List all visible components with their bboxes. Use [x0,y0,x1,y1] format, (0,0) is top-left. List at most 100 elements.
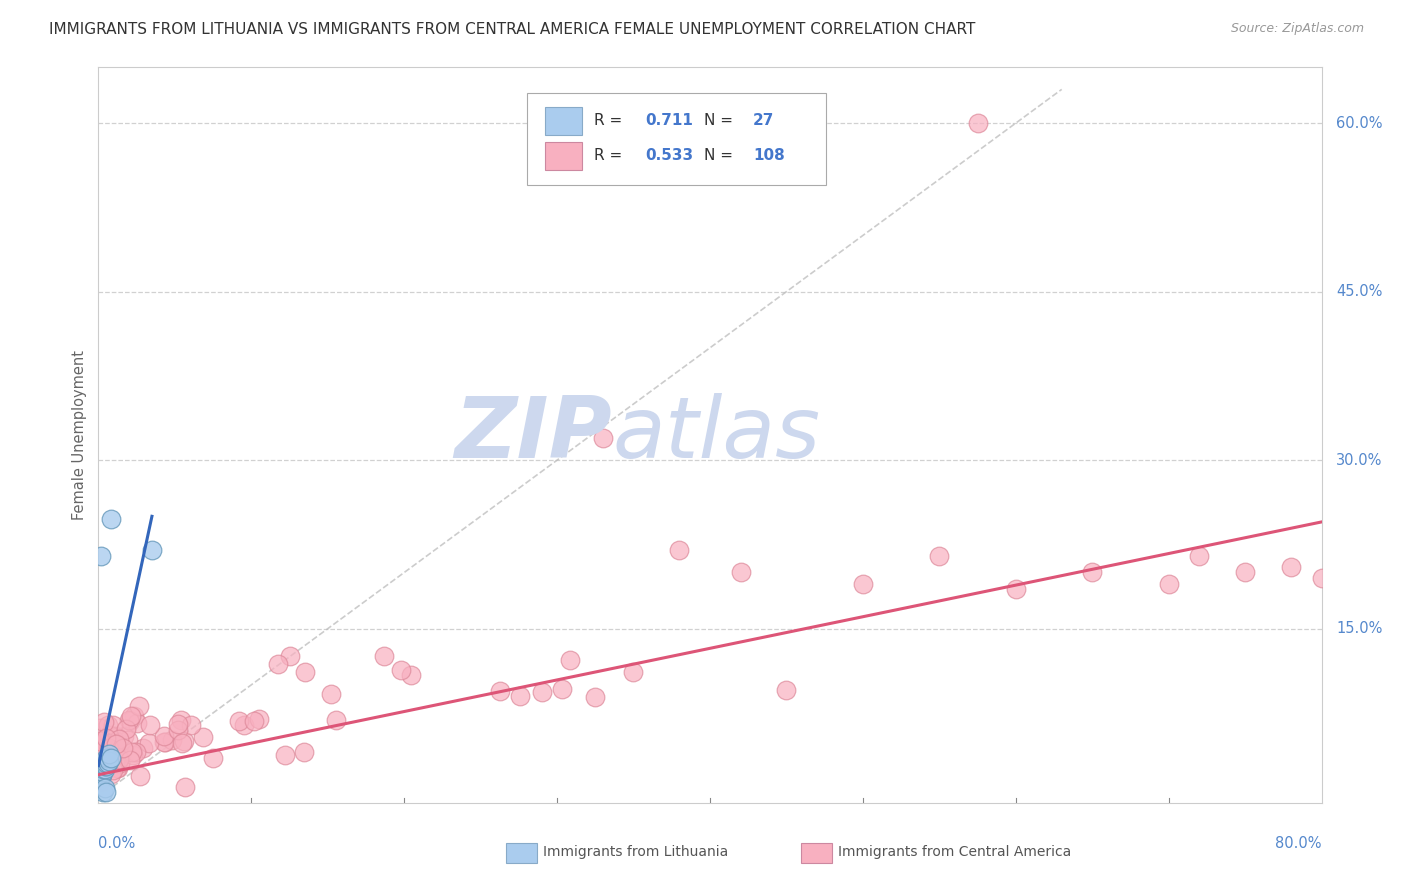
Text: R =: R = [593,113,627,128]
Text: 27: 27 [752,113,775,128]
Point [583,690,606,704]
Point [93,758,115,772]
Point [100,740,122,755]
Y-axis label: Female Unemployment: Female Unemployment [72,350,87,520]
Text: 108: 108 [752,148,785,163]
Point [90,549,112,563]
Text: N =: N = [704,148,738,163]
Point [91,762,114,776]
Point [101,763,124,777]
Point [775,683,797,698]
Point [928,549,950,563]
Point [193,730,215,744]
Point [139,718,162,732]
Point [243,714,266,729]
Point [90,765,112,780]
Point [267,657,290,671]
Point [94,756,117,771]
Point [104,756,127,771]
Text: R =: R = [593,148,627,163]
Point [389,663,412,677]
Point [103,747,125,761]
Text: 45.0%: 45.0% [1336,285,1382,299]
Text: 0.0%: 0.0% [98,836,135,851]
Point [138,736,160,750]
Point [107,761,129,775]
Point [112,741,135,756]
Point [233,718,256,732]
Point [97,718,120,732]
Point [97,756,120,771]
FancyBboxPatch shape [546,142,582,170]
Point [91,784,114,798]
Point [118,753,141,767]
Point [292,745,315,759]
Point [509,689,531,703]
Point [90,751,112,765]
Point [170,736,193,750]
Point [108,756,131,770]
Point [91,755,114,769]
Point [91,768,114,782]
Point [117,732,139,747]
Point [132,740,155,755]
FancyBboxPatch shape [546,107,582,136]
Text: 15.0%: 15.0% [1336,621,1382,636]
Point [319,688,342,702]
Point [1234,566,1257,580]
Point [96,748,118,763]
Point [104,731,127,745]
Point [128,698,150,713]
Point [274,748,297,763]
Point [105,730,128,744]
Point [325,713,347,727]
Point [107,761,129,775]
Point [278,648,301,663]
Point [89,721,111,735]
Point [373,648,395,663]
Point [551,681,574,696]
Point [108,752,131,766]
Point [91,765,114,780]
Point [1310,571,1333,585]
Point [103,737,125,751]
Point [170,713,193,727]
Point [153,735,176,749]
Point [101,718,124,732]
Point [592,431,614,445]
Point [112,729,135,743]
Point [129,769,152,783]
Point [91,756,114,771]
Point [93,762,115,776]
Point [89,775,111,789]
Point [93,715,115,730]
Point [167,723,190,737]
Point [97,751,120,765]
Point [89,763,111,777]
Point [621,665,644,679]
Point [89,734,111,748]
Point [100,511,122,525]
Point [98,754,121,768]
Point [167,717,190,731]
Point [122,747,145,762]
Point [97,729,120,743]
Point [107,731,129,746]
Point [93,781,115,796]
Point [100,743,122,757]
Point [228,714,250,728]
Text: ZIP: ZIP [454,393,612,476]
Point [98,747,121,762]
Point [399,668,422,682]
Point [104,730,127,744]
Text: IMMIGRANTS FROM LITHUANIA VS IMMIGRANTS FROM CENTRAL AMERICA FEMALE UNEMPLOYMENT: IMMIGRANTS FROM LITHUANIA VS IMMIGRANTS … [49,22,976,37]
Point [118,713,141,727]
Point [104,733,127,747]
Point [1157,576,1180,591]
Point [121,746,143,760]
Text: atlas: atlas [612,393,820,476]
Point [125,715,148,730]
Point [174,780,197,794]
Point [531,685,554,699]
Point [90,768,112,782]
